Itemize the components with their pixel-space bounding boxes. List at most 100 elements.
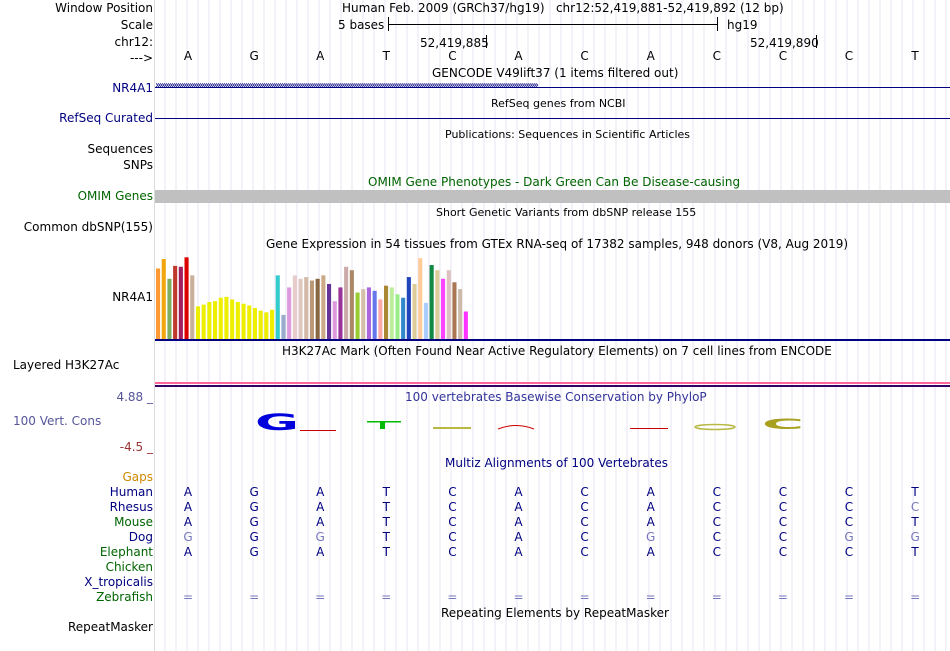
snps-track-label[interactable]: SNPs	[123, 158, 153, 172]
repeatmasker-track-title[interactable]: Repeating Elements by RepeatMasker	[441, 606, 669, 620]
gtex-bar[interactable]	[458, 289, 463, 339]
scale-bar-left-tick	[388, 17, 389, 31]
gtex-bar[interactable]	[298, 278, 303, 339]
alignment-base: A	[514, 515, 523, 529]
h3k27ac-track-title[interactable]: H3K27Ac Mark (Often Found Near Active Re…	[282, 344, 832, 358]
scale-text: 5 bases	[338, 18, 385, 32]
gtex-bar[interactable]	[247, 305, 252, 339]
gtex-bar[interactable]	[156, 268, 161, 339]
gtex-bar[interactable]	[321, 275, 326, 339]
gtex-bar[interactable]	[281, 314, 286, 339]
gtex-bar[interactable]	[241, 303, 246, 339]
gtex-bar[interactable]	[178, 266, 183, 339]
gtex-bar[interactable]	[218, 297, 223, 339]
gtex-bar[interactable]	[161, 259, 166, 339]
species-label-dog[interactable]: Dog	[128, 530, 153, 544]
sequences-track-label[interactable]: Sequences	[87, 142, 153, 156]
gtex-bar[interactable]	[406, 277, 411, 339]
gtex-bar[interactable]	[366, 287, 371, 339]
omim-track-label[interactable]: OMIM Genes	[77, 189, 153, 203]
alignment-base: G	[844, 530, 854, 544]
scale-bar-right-tick	[717, 17, 718, 31]
gtex-bar[interactable]	[213, 301, 218, 339]
alignment-base: A	[316, 515, 325, 529]
species-label-rhesus[interactable]: Rhesus	[109, 500, 153, 514]
gtex-bar[interactable]	[167, 278, 172, 339]
phylop-logos[interactable]: G C	[155, 410, 950, 440]
repeatmasker-track-label[interactable]: RepeatMasker	[67, 620, 153, 634]
gtex-bar[interactable]	[201, 304, 206, 339]
refseq-track-label[interactable]: RefSeq Curated	[59, 111, 153, 125]
omim-gene-bar[interactable]	[155, 190, 950, 203]
gtex-bar[interactable]	[207, 302, 212, 339]
gtex-bar[interactable]	[395, 294, 400, 339]
gtex-bar[interactable]	[224, 296, 229, 339]
gtex-bar[interactable]	[270, 309, 275, 339]
gtex-bar[interactable]	[327, 283, 332, 339]
gtex-bar[interactable]	[332, 301, 337, 339]
gencode-track-title[interactable]: GENCODE V49lift37 (1 items filtered out)	[432, 66, 679, 80]
dbsnp-track-label[interactable]: Common dbSNP(155)	[23, 220, 153, 234]
gtex-bar[interactable]	[184, 257, 189, 339]
gtex-bar[interactable]	[304, 277, 309, 339]
dbsnp-track-title[interactable]: Short Genetic Variants from dbSNP releas…	[436, 206, 697, 219]
gtex-expression-chart[interactable]	[155, 252, 535, 340]
gtex-bar[interactable]	[252, 308, 257, 339]
gtex-bar[interactable]	[235, 302, 240, 339]
gtex-bar[interactable]	[287, 287, 292, 339]
alignment-base: =	[513, 590, 524, 604]
gtex-bar[interactable]	[435, 270, 440, 339]
gencode-track-label[interactable]: NR4A1	[112, 81, 153, 95]
gtex-bar[interactable]	[355, 292, 360, 339]
gtex-bar[interactable]	[264, 312, 269, 339]
h3k27ac-track-label[interactable]: Layered H3K27Ac	[13, 358, 120, 372]
phylop-track-label[interactable]: 100 Vert. Cons	[13, 414, 102, 428]
gtex-bar[interactable]	[384, 285, 389, 339]
gtex-bar[interactable]	[372, 290, 377, 339]
gtex-bar[interactable]	[361, 289, 366, 339]
publications-track-title[interactable]: Publications: Sequences in Scientific Ar…	[445, 128, 690, 141]
alignment-base: G	[249, 545, 259, 559]
alignment-base: =	[910, 590, 921, 604]
gtex-bar[interactable]	[423, 302, 428, 339]
gtex-bar[interactable]	[378, 299, 383, 339]
gtex-bar[interactable]	[349, 270, 354, 339]
gtex-bar[interactable]	[309, 280, 314, 339]
refseq-gene-line[interactable]	[155, 118, 950, 119]
gtex-track-title[interactable]: Gene Expression in 54 tissues from GTEx …	[266, 237, 849, 251]
gtex-bar[interactable]	[195, 306, 200, 339]
gtex-bar[interactable]	[401, 297, 406, 339]
refseq-track-title[interactable]: RefSeq genes from NCBI	[491, 97, 626, 110]
omim-track-title[interactable]: OMIM Gene Phenotypes - Dark Green Can Be…	[368, 175, 741, 189]
gencode-gene-line[interactable]	[155, 87, 950, 88]
gtex-bar[interactable]	[338, 287, 343, 339]
gtex-bar[interactable]	[418, 258, 423, 339]
species-label-chicken[interactable]: Chicken	[105, 560, 153, 574]
alignment-base: G	[249, 485, 259, 499]
gtex-bar[interactable]	[446, 270, 451, 339]
gtex-bar[interactable]	[452, 282, 457, 339]
species-label-zebrafish[interactable]: Zebrafish	[96, 590, 153, 604]
species-label-elephant[interactable]: Elephant	[99, 545, 153, 559]
gtex-bar[interactable]	[275, 275, 280, 339]
gtex-bar[interactable]	[315, 278, 320, 339]
multiz-track-title[interactable]: Multiz Alignments of 100 Vertebrates	[445, 456, 669, 470]
gtex-bar[interactable]	[389, 287, 394, 339]
h3k27ac-signal-pink[interactable]	[155, 382, 950, 384]
species-label-mouse[interactable]: Mouse	[114, 515, 153, 529]
species-label-x_tropicalis[interactable]: X_tropicalis	[84, 575, 153, 589]
gtex-track-label[interactable]: NR4A1	[112, 290, 153, 304]
gtex-bar[interactable]	[344, 266, 349, 339]
gtex-bar[interactable]	[258, 310, 263, 339]
gtex-bar[interactable]	[412, 283, 417, 339]
gtex-bar[interactable]	[190, 275, 195, 339]
gtex-bar[interactable]	[173, 265, 178, 339]
species-label-human[interactable]: Human	[109, 485, 153, 499]
gtex-bar[interactable]	[441, 278, 446, 339]
gtex-bar[interactable]	[429, 265, 434, 339]
gtex-bar[interactable]	[230, 299, 235, 339]
gtex-bar[interactable]	[463, 311, 468, 339]
phylop-track-title[interactable]: 100 vertebrates Basewise Conservation by…	[405, 390, 707, 404]
h3k27ac-signal-dark[interactable]	[155, 385, 950, 387]
gtex-bar[interactable]	[292, 275, 297, 339]
